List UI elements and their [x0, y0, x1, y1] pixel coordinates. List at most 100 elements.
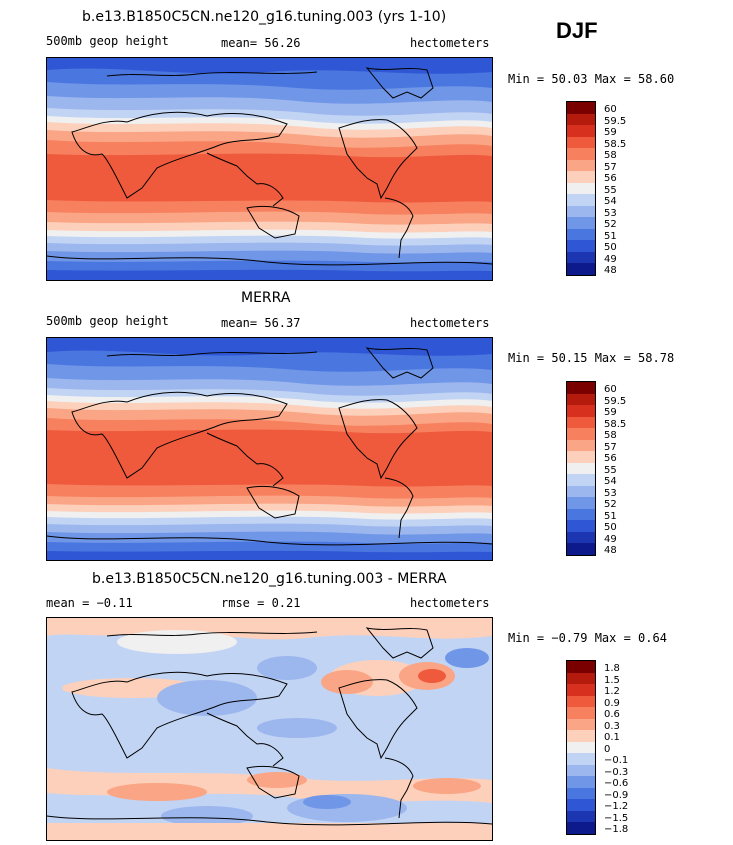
panel1-colorbar-label: 51: [604, 230, 617, 242]
panel2-map-svg: [47, 338, 492, 560]
panel2-colorbar-label: 54: [604, 476, 617, 487]
panel3-coastlines: [47, 627, 492, 826]
panel2-colorbar-swatch: [567, 474, 595, 486]
panel3-anom-pos-antarctic: [47, 823, 492, 840]
panel3-colorbar-swatch: [567, 753, 595, 765]
panel2-colorbar-swatch: [567, 497, 595, 509]
panel3-title: b.e13.B1850C5CN.ne120_g16.tuning.003 - M…: [92, 571, 447, 587]
panel1-colorbar-label: 59: [604, 127, 617, 138]
panel3-colorbar-swatch: [567, 799, 595, 811]
panel2-colorbar-label: 58.5: [604, 418, 627, 430]
panel3-range: Min = −0.79 Max = 0.64: [508, 631, 667, 645]
panel3-anom-neg-tropic: [257, 718, 337, 738]
panel1-colorbar-swatch: [567, 251, 595, 263]
panel3-rmse: rmse = 0.21: [221, 596, 301, 610]
panel3-map: [46, 617, 493, 841]
panel3-anom-neg-south-core: [303, 795, 351, 809]
panel3-anom-neg-south-2: [161, 806, 253, 826]
panel2-title: MERRA: [241, 290, 291, 306]
panel3-colorbar-label: −0.1: [604, 755, 629, 766]
panel1-units: hectometers: [410, 36, 490, 50]
panel3-anom-neg-arctic: [445, 648, 489, 668]
panel1-colorbar-label: 52: [604, 219, 617, 230]
panel3-colorbar-label: 0.1: [604, 732, 620, 743]
panel1-colorbar-label: 53: [604, 207, 617, 219]
panel3-anom-pos-europe-core: [418, 669, 446, 683]
panel1-colorbar-swatch: [567, 148, 595, 160]
panel3-colorbar-label: −1.5: [604, 812, 629, 824]
panel3-colorbar-swatch: [567, 661, 595, 673]
panel3-anom-neutral-n: [117, 630, 237, 654]
panel3-anom-neg-na: [257, 656, 317, 680]
panel1-colorbar: [566, 101, 596, 276]
panel3-colorbar-label: −0.9: [604, 789, 629, 801]
panel1-colorbar-label: 50: [604, 242, 617, 253]
panel2-colorbar-label: 59.5: [604, 395, 627, 407]
panel1-field-label: 500mb geop height: [46, 34, 169, 48]
panel3-anom-pos-south-b: [247, 772, 307, 788]
panel3-colorbar-label: 1.8: [604, 663, 620, 674]
panel2-colorbar-label: 49: [604, 533, 617, 545]
panel3-colorbar-swatch: [567, 787, 595, 799]
panel1-map: [46, 57, 493, 281]
panel1-colorbar-swatch: [567, 194, 595, 206]
panel1-colorbar-label: 58.5: [604, 138, 627, 150]
panel3-colorbar-label: 0.9: [604, 697, 620, 709]
panel2-colorbar-label: 57: [604, 441, 617, 453]
panel2-colorbar-swatch: [567, 543, 595, 555]
panel3-colorbar-label: 1.5: [604, 674, 620, 686]
panel2-colorbar-label: 59: [604, 407, 617, 418]
panel3-colorbar-label: −1.8: [604, 824, 629, 835]
panel2-colorbar: [566, 381, 596, 556]
panel2-colorbar-label: 60: [604, 384, 617, 395]
panel3-colorbar: [566, 660, 596, 835]
panel1-colorbar-swatch: [567, 217, 595, 229]
panel1-colorbar-swatch: [567, 263, 595, 275]
panel3-anom-pos-south-c: [413, 778, 481, 794]
panel2-range: Min = 50.15 Max = 58.78: [508, 351, 675, 365]
panel2-colorbar-swatch: [567, 485, 595, 497]
panel1-colorbar-swatch: [567, 171, 595, 183]
panel1-colorbar-swatch: [567, 205, 595, 217]
panel1-colorbar-label: 55: [604, 184, 617, 196]
panel1-colorbar-swatch: [567, 228, 595, 240]
panel3-colorbar-label: −0.6: [604, 778, 629, 789]
panel3-colorbar-swatch: [567, 822, 595, 834]
panel2-colorbar-label: 52: [604, 499, 617, 510]
panel2-map: [46, 337, 493, 561]
panel3-colorbar-swatch: [567, 730, 595, 742]
panel1-colorbar-label: 59.5: [604, 115, 627, 127]
panel1-colorbar-swatch: [567, 113, 595, 125]
panel2-mean: mean= 56.37: [221, 316, 301, 330]
panel1-colorbar-label: 57: [604, 161, 617, 173]
panel3-colorbar-swatch: [567, 764, 595, 776]
panel3-colorbar-label: 0.6: [604, 709, 620, 720]
panel1-colorbar-swatch: [567, 125, 595, 137]
panel2-colorbar-swatch: [567, 428, 595, 440]
panel2-colorbar-swatch: [567, 531, 595, 543]
panel3-colorbar-swatch: [567, 707, 595, 719]
panel2-band-n1: [47, 338, 492, 356]
panel3-colorbar-label: 1.2: [604, 686, 620, 697]
panel2-colorbar-swatch: [567, 439, 595, 451]
panel2-units: hectometers: [410, 316, 490, 330]
panel2-colorbar-swatch: [567, 451, 595, 463]
panel3-colorbar-swatch: [567, 672, 595, 684]
panel2-colorbar-label: 55: [604, 464, 617, 476]
panel1-colorbar-label: 60: [604, 104, 617, 115]
panel3-anom-pos-south-a: [107, 783, 207, 801]
panel1-colorbar-swatch: [567, 102, 595, 114]
panel3-colorbar-swatch: [567, 695, 595, 707]
panel1-map-svg: [47, 58, 492, 280]
panel1-colorbar-label: 56: [604, 173, 617, 184]
panel1-title: b.e13.B1850C5CN.ne120_g16.tuning.003 (yr…: [82, 9, 447, 25]
panel3-colorbar-swatch: [567, 776, 595, 788]
panel2-band-s9: [47, 550, 492, 560]
panel3-colorbar-label: −0.3: [604, 766, 629, 778]
panel2-colorbar-swatch: [567, 508, 595, 520]
panel2-colorbar-label: 56: [604, 453, 617, 464]
panel1-colorbar-label: 58: [604, 150, 617, 161]
panel3-colorbar-swatch: [567, 741, 595, 753]
panel2-colorbar-label: 48: [604, 545, 617, 556]
panel3-units: hectometers: [410, 596, 490, 610]
